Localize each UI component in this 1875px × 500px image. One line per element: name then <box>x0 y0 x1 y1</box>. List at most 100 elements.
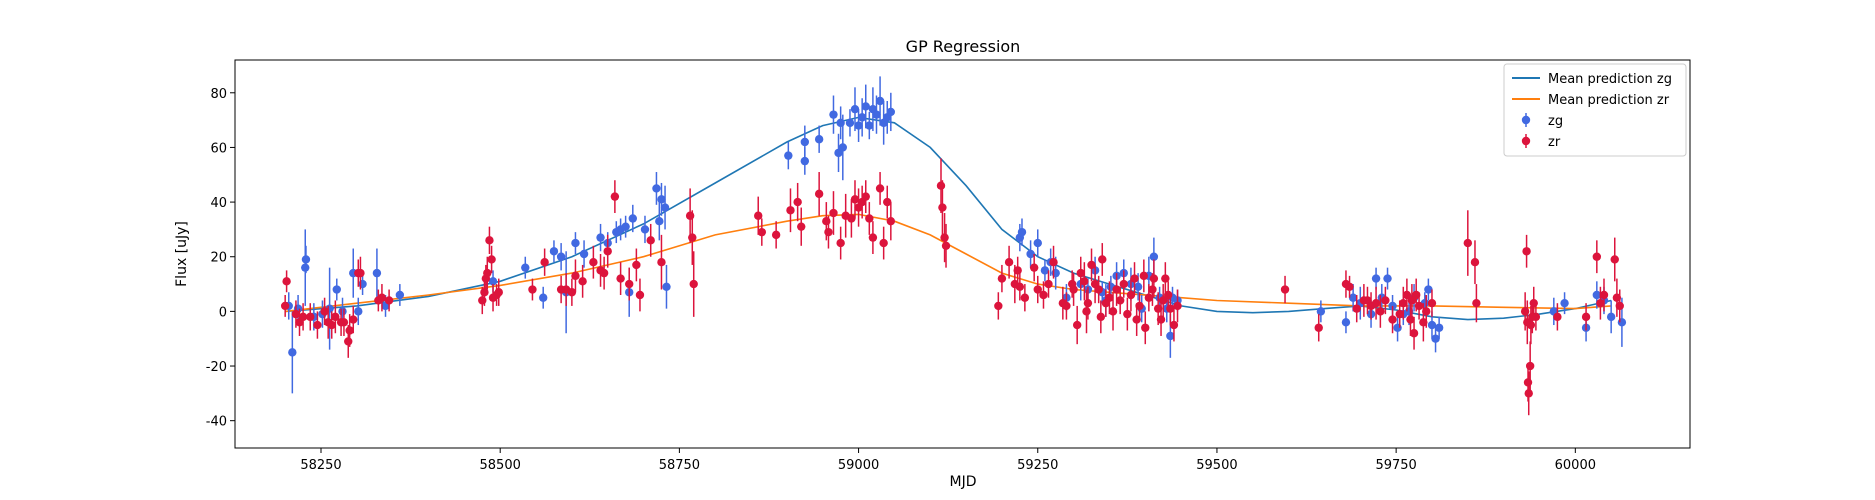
data-point <box>621 222 630 231</box>
data-point <box>320 307 329 316</box>
data-point <box>1316 307 1326 316</box>
y-tick-label: 20 <box>210 251 227 266</box>
data-point <box>657 195 666 204</box>
data-point <box>483 268 492 278</box>
data-point <box>1051 268 1060 278</box>
data-point <box>1149 274 1159 283</box>
data-point <box>1013 266 1022 275</box>
data-point <box>836 238 845 248</box>
data-point <box>872 110 881 119</box>
data-point <box>865 214 874 223</box>
data-point <box>282 277 291 286</box>
data-point <box>1592 290 1602 300</box>
data-point <box>1531 312 1541 322</box>
x-tick-label: 59750 <box>1375 458 1416 473</box>
data-point <box>1376 307 1385 316</box>
data-point <box>861 102 870 111</box>
data-point <box>1525 361 1535 371</box>
data-point <box>854 121 863 130</box>
data-point <box>1402 290 1412 300</box>
data-point <box>1115 296 1125 305</box>
data-point <box>1105 293 1114 302</box>
x-tick-label: 59250 <box>1017 458 1058 473</box>
data-point <box>850 104 860 114</box>
data-point <box>1072 320 1082 330</box>
data-point <box>1033 238 1042 248</box>
data-point <box>1422 307 1431 316</box>
data-point <box>1610 255 1619 264</box>
data-point <box>1352 304 1361 313</box>
data-point <box>640 225 650 234</box>
data-point <box>1419 318 1428 327</box>
data-point <box>1166 331 1175 341</box>
data-point <box>1080 277 1089 286</box>
data-point <box>1341 318 1351 327</box>
data-point <box>1126 290 1136 300</box>
data-point <box>786 206 795 215</box>
data-point <box>1427 320 1437 330</box>
data-point <box>784 151 793 160</box>
data-point <box>1132 315 1141 324</box>
data-point <box>589 257 598 267</box>
data-point <box>861 192 870 201</box>
data-point <box>298 312 308 322</box>
data-point <box>1348 293 1358 302</box>
data-point <box>1388 301 1397 311</box>
prediction-line-1 <box>285 213 1612 313</box>
data-point <box>1592 252 1602 261</box>
data-point <box>1069 285 1078 294</box>
data-point <box>938 203 947 212</box>
data-point <box>358 279 367 289</box>
data-point <box>635 290 645 300</box>
plot-area <box>280 76 1627 416</box>
data-point <box>800 156 810 166</box>
data-point <box>646 236 655 245</box>
y-tick-label: 0 <box>219 305 227 320</box>
x-tick-label: 58750 <box>659 458 700 473</box>
data-point <box>1472 298 1481 308</box>
data-point <box>1158 296 1168 305</box>
data-point <box>301 255 311 264</box>
data-point <box>488 277 498 286</box>
data-point <box>478 296 487 305</box>
x-tick-label: 59500 <box>1196 458 1237 473</box>
data-point <box>1409 329 1419 338</box>
data-point <box>857 113 867 122</box>
data-point <box>603 247 612 256</box>
data-point <box>625 279 634 289</box>
data-point <box>1524 389 1533 398</box>
y-axis: -40 -20 0 20 40 60 80 <box>206 87 235 430</box>
data-point <box>487 255 496 264</box>
data-point <box>685 211 695 220</box>
data-point <box>1049 257 1058 267</box>
data-point <box>331 312 340 322</box>
data-point <box>886 107 896 117</box>
data-point <box>822 217 831 226</box>
data-point <box>824 227 833 237</box>
data-point <box>494 288 503 297</box>
data-point <box>313 320 322 330</box>
data-point <box>689 279 698 289</box>
y-tick-label: 60 <box>210 141 227 156</box>
data-point <box>879 238 888 248</box>
legend-label: Mean prediction zg <box>1548 72 1672 87</box>
data-point <box>657 257 666 267</box>
data-point <box>875 184 885 193</box>
data-point <box>1062 301 1071 311</box>
data-point <box>354 307 363 316</box>
data-point <box>1033 285 1042 294</box>
data-point <box>997 274 1007 283</box>
x-tick-label: 58500 <box>480 458 521 473</box>
data-point <box>1463 238 1473 248</box>
legend: Mean prediction zg Mean prediction zr zg zr <box>1503 63 1687 157</box>
data-point <box>1123 309 1132 319</box>
data-point <box>579 249 589 259</box>
data-point <box>754 211 763 220</box>
data-point <box>1581 312 1591 322</box>
data-point <box>797 222 806 231</box>
data-point <box>838 143 848 152</box>
legend-label: zg <box>1548 114 1563 129</box>
data-point <box>1280 285 1290 294</box>
data-point <box>1135 301 1144 311</box>
data-point <box>1596 298 1605 308</box>
